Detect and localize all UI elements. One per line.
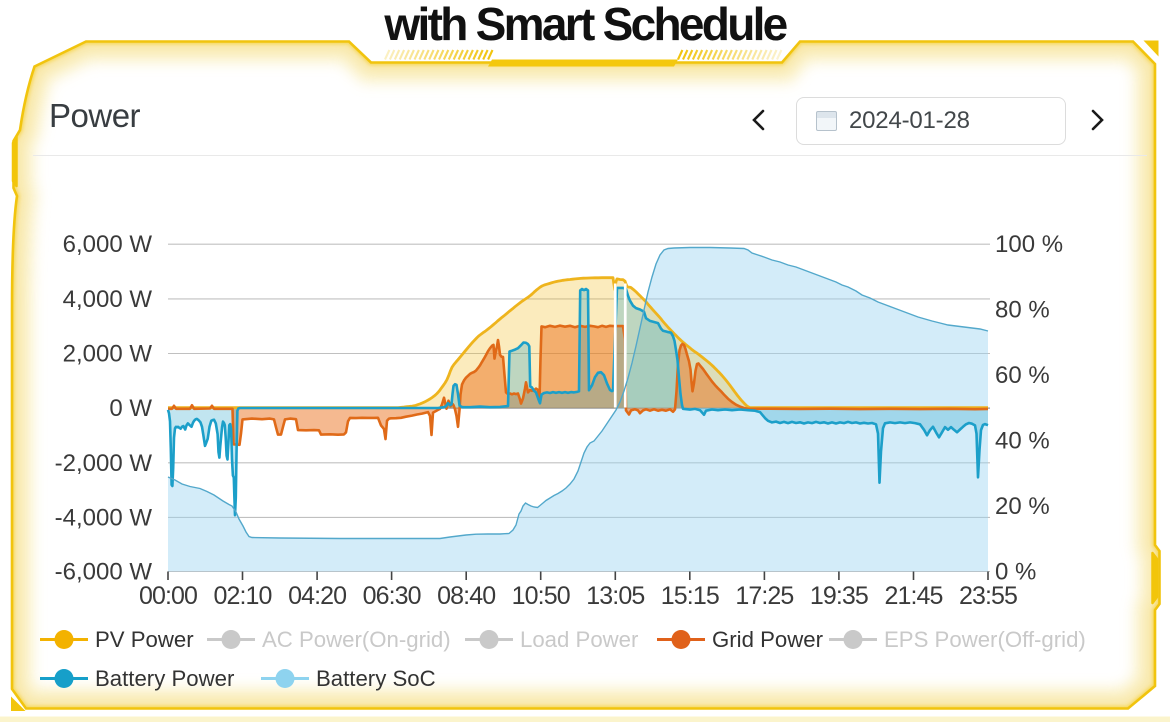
svg-text:Battery Power: Battery Power <box>95 666 235 691</box>
svg-text:80 %: 80 % <box>995 297 1050 324</box>
svg-text:2,000 W: 2,000 W <box>63 341 153 368</box>
svg-text:19:35: 19:35 <box>810 582 868 610</box>
svg-text:02:10: 02:10 <box>213 582 271 610</box>
svg-text:40 %: 40 % <box>995 428 1050 455</box>
svg-text:13:05: 13:05 <box>586 582 644 610</box>
svg-text:100 %: 100 % <box>995 231 1063 258</box>
svg-text:PV Power: PV Power <box>95 627 194 652</box>
svg-text:15:15: 15:15 <box>661 582 719 610</box>
svg-text:00:00: 00:00 <box>139 582 197 610</box>
svg-text:20 %: 20 % <box>995 493 1050 520</box>
svg-text:60 %: 60 % <box>995 362 1050 389</box>
svg-text:4,000 W: 4,000 W <box>63 286 153 313</box>
svg-text:6,000 W: 6,000 W <box>63 231 153 258</box>
svg-text:08:40: 08:40 <box>437 582 495 610</box>
svg-text:Load Power: Load Power <box>520 627 639 652</box>
svg-text:06:30: 06:30 <box>363 582 421 610</box>
svg-text:23:55: 23:55 <box>959 582 1017 610</box>
svg-text:17:25: 17:25 <box>735 582 793 610</box>
svg-text:Grid Power: Grid Power <box>712 627 824 652</box>
svg-text:AC Power(On-grid): AC Power(On-grid) <box>262 627 451 652</box>
svg-text:0 %: 0 % <box>995 559 1036 586</box>
svg-text:21:45: 21:45 <box>884 582 942 610</box>
svg-text:10:50: 10:50 <box>512 582 570 610</box>
svg-text:-6,000 W: -6,000 W <box>55 559 153 586</box>
svg-text:-4,000 W: -4,000 W <box>55 504 153 531</box>
svg-text:04:20: 04:20 <box>288 582 346 610</box>
svg-text:EPS Power(Off-grid): EPS Power(Off-grid) <box>884 627 1086 652</box>
svg-text:0 W: 0 W <box>109 395 152 422</box>
svg-text:-2,000 W: -2,000 W <box>55 450 153 477</box>
svg-text:Battery SoC: Battery SoC <box>316 666 436 691</box>
